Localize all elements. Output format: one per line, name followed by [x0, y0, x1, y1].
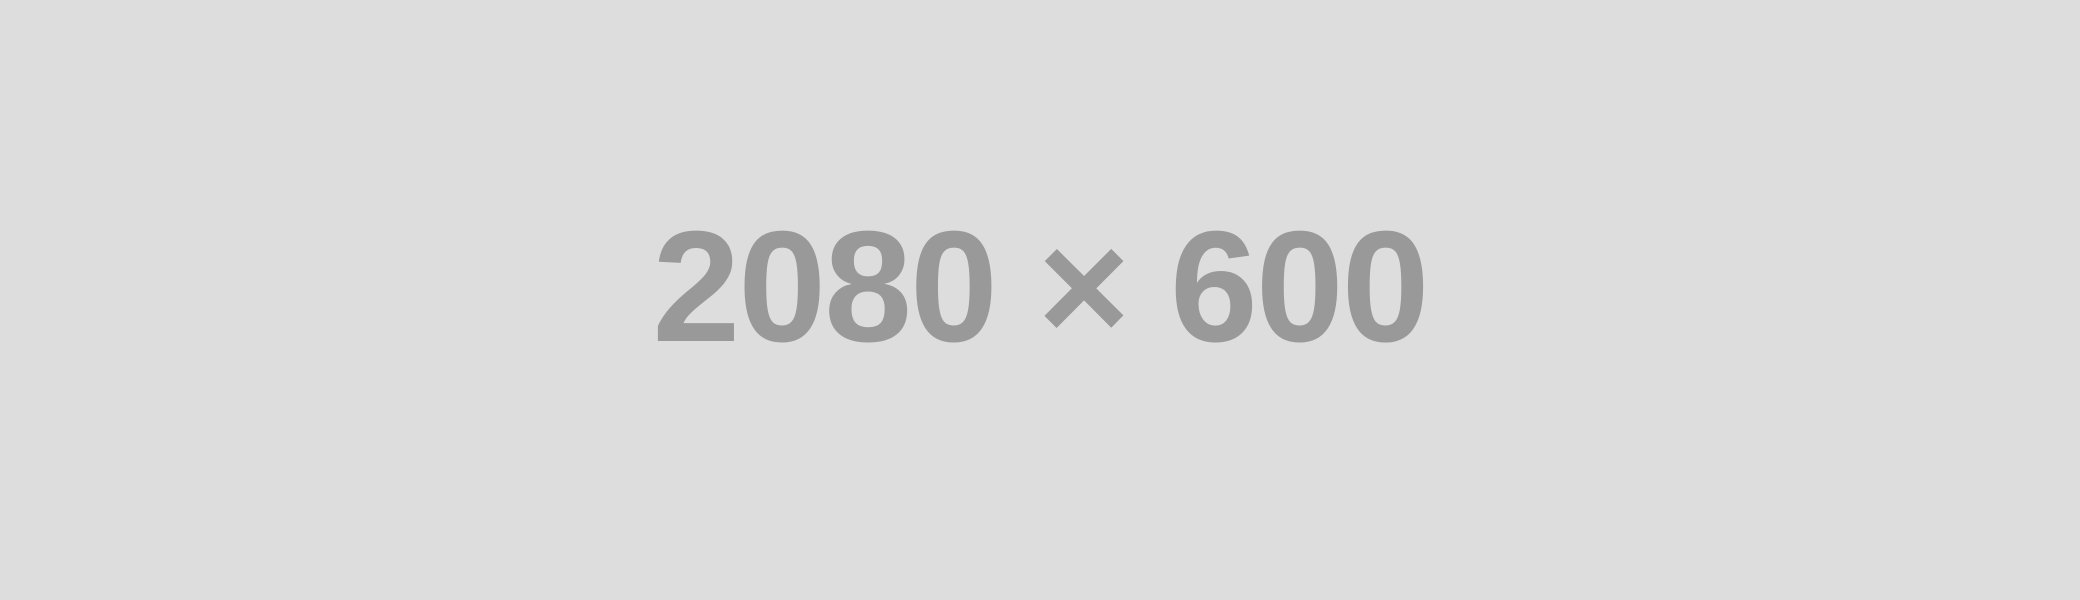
- placeholder-dimensions-label: 2080 × 600: [652, 199, 1429, 375]
